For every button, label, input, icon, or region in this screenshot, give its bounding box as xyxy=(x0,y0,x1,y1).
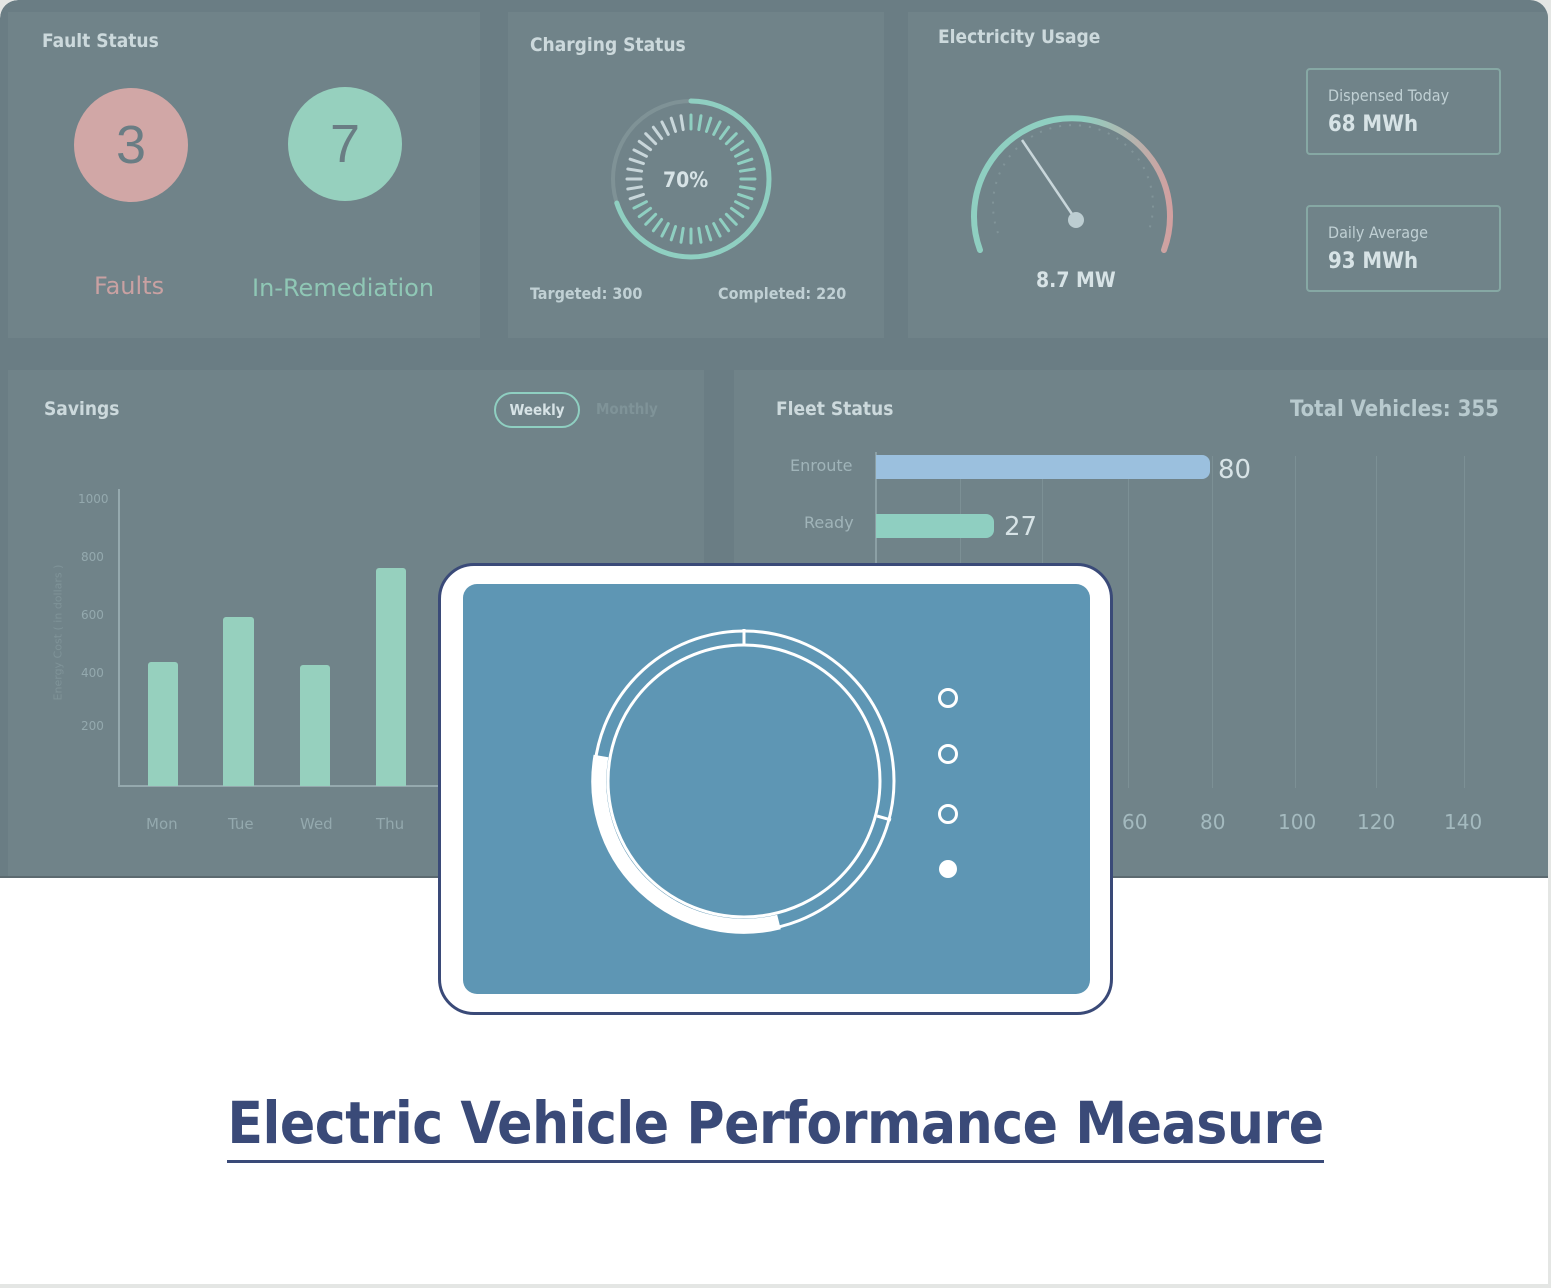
electricity-usage-panel: Electricity Usage 8.7 MW Dispensed Today… xyxy=(908,12,1548,338)
gauge-value: 8.7 MW xyxy=(1036,268,1116,292)
completed-label: Completed: 220 xyxy=(718,284,847,303)
x-tick: 60 xyxy=(1122,810,1148,834)
fault-status-title: Fault Status xyxy=(42,30,159,52)
bar-mon xyxy=(148,662,178,786)
enroute-label: Enroute xyxy=(790,456,853,475)
x-tick: Tue xyxy=(228,815,254,833)
enroute-value: 80 xyxy=(1218,455,1252,485)
status-dot-2 xyxy=(938,744,958,764)
power-gauge xyxy=(971,115,1173,253)
headline-title: Electric Vehicle Performance Measure xyxy=(0,1088,1548,1163)
status-dot-3 xyxy=(938,804,958,824)
faults-count-badge: 3 xyxy=(74,88,188,202)
dispensed-today-value: 68 MWh xyxy=(1328,112,1419,137)
bar-wed xyxy=(300,665,330,786)
weekly-toggle[interactable]: Weekly xyxy=(494,392,580,428)
headline-text: Electric Vehicle Performance Measure xyxy=(227,1088,1324,1163)
y-tick: 200 xyxy=(81,719,104,733)
status-dot-1 xyxy=(938,688,958,708)
x-tick: Mon xyxy=(146,815,178,833)
gridline xyxy=(1295,456,1296,788)
remediation-count-badge: 7 xyxy=(288,87,402,201)
bar-thu xyxy=(376,568,406,786)
faults-label: Faults xyxy=(94,272,165,300)
total-vehicles-label: Total Vehicles: 355 xyxy=(1290,397,1499,422)
charging-progress-ring xyxy=(610,98,772,260)
daily-average-card: Daily Average 93 MWh xyxy=(1306,205,1501,292)
x-tick: Wed xyxy=(300,815,333,833)
charging-status-title: Charging Status xyxy=(530,34,686,56)
bar-tue xyxy=(223,617,254,786)
dashboard-device-icon xyxy=(438,563,1113,1015)
gridline xyxy=(1212,456,1213,788)
x-tick: 80 xyxy=(1200,810,1226,834)
status-dot-4-filled xyxy=(939,860,957,878)
y-axis-line xyxy=(118,489,120,787)
y-tick: 800 xyxy=(81,550,104,564)
daily-average-label: Daily Average xyxy=(1328,223,1429,242)
x-tick: 100 xyxy=(1278,810,1317,834)
y-axis-label: Energy Cost ( in dollars ) xyxy=(51,564,65,701)
ready-bar xyxy=(876,514,994,538)
remediation-label: In-Remediation xyxy=(252,274,435,302)
charging-percent: 70% xyxy=(663,168,709,192)
progress-dial-icon xyxy=(591,629,896,934)
y-tick: 1000 xyxy=(78,492,109,506)
enroute-bar xyxy=(876,455,1210,479)
electricity-usage-title: Electricity Usage xyxy=(938,26,1101,48)
gridline xyxy=(1376,456,1377,788)
fleet-status-title: Fleet Status xyxy=(776,398,894,420)
device-screen xyxy=(463,584,1090,994)
dispensed-today-label: Dispensed Today xyxy=(1328,86,1450,105)
savings-title: Savings xyxy=(44,398,120,420)
x-axis-line xyxy=(118,785,548,787)
daily-average-value: 93 MWh xyxy=(1328,249,1419,274)
x-tick: 140 xyxy=(1444,810,1483,834)
charging-status-panel: Charging Status 70% Targeted: 300 Comple… xyxy=(508,12,884,338)
dispensed-today-card: Dispensed Today 68 MWh xyxy=(1306,68,1501,155)
y-tick: 600 xyxy=(81,608,104,622)
x-tick: Thu xyxy=(376,815,405,833)
ready-label: Ready xyxy=(804,513,854,532)
gridline xyxy=(1464,456,1465,788)
fault-status-panel: Fault Status 3 7 Faults In-Remediation xyxy=(8,12,480,338)
monthly-toggle[interactable]: Monthly xyxy=(596,400,658,418)
gridline xyxy=(1128,456,1129,788)
ready-value: 27 xyxy=(1004,512,1038,542)
targeted-label: Targeted: 300 xyxy=(530,284,643,303)
y-tick: 400 xyxy=(81,666,104,680)
x-tick: 120 xyxy=(1357,810,1396,834)
